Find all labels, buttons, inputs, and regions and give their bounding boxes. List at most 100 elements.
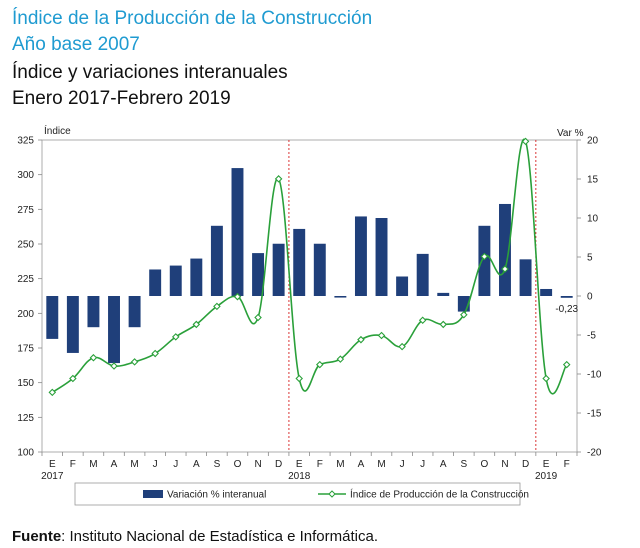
line-point — [69, 374, 77, 383]
right-tick-label: 5 — [587, 253, 593, 264]
right-axis-title: Var % — [557, 128, 584, 139]
bar — [313, 243, 326, 296]
left-tick-label: 250 — [17, 240, 34, 251]
legend-label-line: Índice de Producción de la Construcción — [350, 488, 529, 501]
bar — [149, 269, 162, 296]
left-tick-label: 325 — [17, 136, 34, 147]
line-point — [460, 310, 468, 319]
x-tick-label: N — [254, 459, 261, 470]
bar — [108, 296, 120, 364]
x-tick-label: F — [317, 459, 323, 470]
line-point — [110, 362, 118, 370]
x-tick-label: E — [296, 459, 303, 470]
x-tick-label: D — [275, 459, 282, 470]
chart-base-year: Año base 2007 — [12, 34, 140, 55]
bar — [437, 292, 450, 296]
line-point — [501, 265, 509, 273]
x-tick-label: A — [358, 459, 365, 470]
bar — [519, 259, 532, 296]
line-point — [130, 358, 139, 366]
left-tick-label: 175 — [17, 344, 34, 355]
legend-swatch-marker — [328, 490, 336, 498]
x-tick-label: M — [377, 459, 385, 470]
line-point — [192, 320, 201, 329]
source-text: : Instituto Nacional de Estadística e In… — [61, 528, 378, 545]
bar — [128, 296, 141, 328]
bar — [334, 296, 347, 298]
x-tick-label: M — [336, 459, 344, 470]
right-tick-label: -5 — [587, 331, 596, 342]
bar — [252, 253, 265, 296]
x-tick-label: O — [481, 459, 489, 470]
left-tick-label: 125 — [17, 413, 34, 424]
bar — [272, 243, 285, 296]
x-tick-label: S — [214, 459, 221, 470]
left-tick-label: 225 — [17, 274, 34, 285]
bar — [46, 296, 59, 339]
line-point — [562, 360, 571, 369]
line-point — [171, 333, 180, 341]
x-tick-label: N — [501, 459, 508, 470]
line-point — [274, 175, 283, 183]
bar — [540, 288, 553, 296]
right-tick-label: 20 — [587, 136, 599, 147]
line-point — [151, 349, 159, 358]
right-tick-label: 0 — [587, 292, 593, 303]
x-tick-label: J — [153, 459, 158, 470]
left-tick-label: 275 — [17, 205, 34, 216]
line-point — [439, 320, 448, 329]
line-point — [254, 313, 262, 322]
bar — [478, 225, 491, 296]
left-axis-title: Índice — [44, 124, 71, 137]
bar — [416, 253, 429, 296]
chart-title: Índice de la Producción de la Construcci… — [12, 8, 373, 29]
bar — [190, 258, 203, 296]
bar — [457, 296, 470, 312]
x-tick-label: A — [193, 459, 200, 470]
left-tick-label: 300 — [17, 170, 34, 181]
x-tick-label: A — [111, 459, 118, 470]
x-tick-label: F — [70, 459, 76, 470]
line-point — [295, 374, 303, 383]
x-tick-label: A — [440, 459, 447, 470]
line-point — [398, 342, 406, 351]
line-point — [48, 388, 57, 397]
data-label: -0,23 — [555, 304, 578, 315]
legend-box — [74, 482, 521, 506]
line-point — [418, 316, 427, 325]
x-tick-label: J — [400, 459, 405, 470]
x-tick-label: J — [173, 459, 178, 470]
bar — [66, 296, 79, 353]
line-point — [336, 355, 345, 363]
line-point — [357, 335, 365, 344]
year-label: 2019 — [535, 471, 558, 482]
bar — [396, 276, 409, 296]
bar — [354, 216, 367, 296]
bar — [169, 265, 182, 296]
bar — [87, 296, 100, 328]
x-tick-label: E — [543, 459, 550, 470]
source-note: Fuente: Instituto Nacional de Estadístic… — [12, 528, 378, 545]
year-label: 2017 — [41, 471, 64, 482]
x-tick-label: J — [420, 459, 425, 470]
x-tick-label: M — [89, 459, 97, 470]
right-tick-label: -15 — [587, 409, 602, 420]
x-tick-label: F — [564, 459, 570, 470]
year-label: 2018 — [288, 471, 311, 482]
line-point — [542, 374, 550, 383]
line-point — [213, 302, 221, 311]
line-point — [480, 252, 489, 261]
line-point — [377, 331, 386, 340]
x-tick-label: D — [522, 459, 529, 470]
right-tick-label: 10 — [587, 214, 599, 225]
line-point — [316, 360, 324, 369]
line-point — [521, 137, 530, 146]
x-tick-label: M — [130, 459, 138, 470]
line-point — [233, 292, 242, 301]
x-tick-label: S — [460, 459, 467, 470]
left-tick-label: 150 — [17, 378, 34, 389]
bar — [499, 203, 511, 296]
bar — [560, 296, 573, 298]
bar — [210, 225, 223, 296]
line-point — [89, 353, 98, 362]
